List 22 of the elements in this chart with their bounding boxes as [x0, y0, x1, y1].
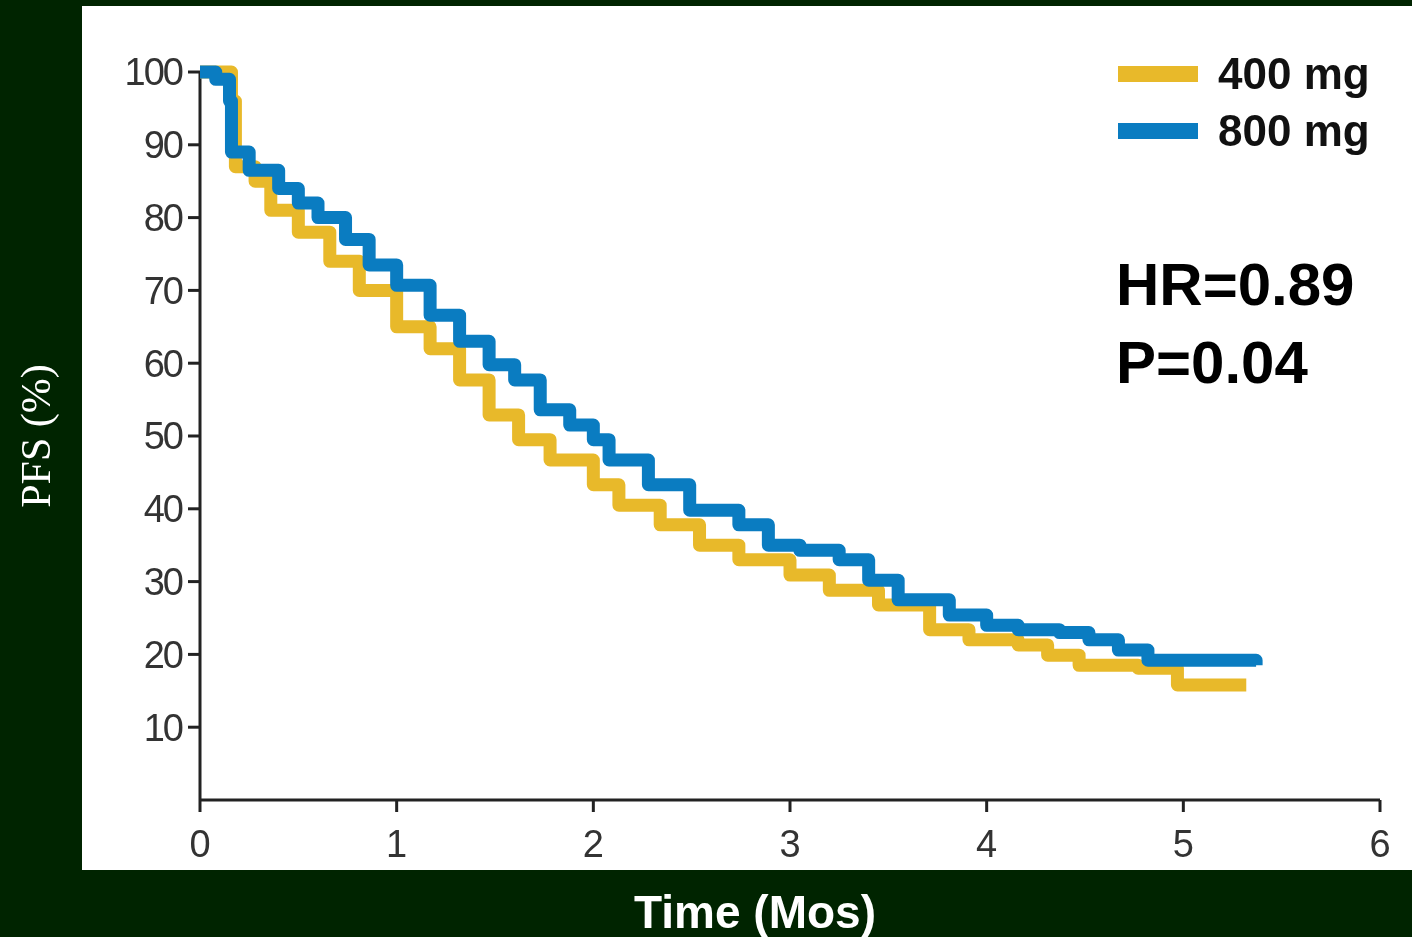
- legend-label: 800 mg: [1218, 106, 1370, 156]
- y-tick-label: 90: [143, 124, 183, 167]
- y-axis-title: PFS (%): [13, 364, 60, 508]
- y-tick-label: 100: [124, 51, 183, 94]
- y-tick-label: 80: [143, 196, 183, 239]
- y-tick-label: 10: [143, 706, 183, 749]
- x-tick-label: 5: [1172, 823, 1194, 865]
- y-tick-label: 50: [143, 415, 183, 458]
- x-tick-label: 3: [779, 823, 801, 865]
- y-tick-label: 40: [143, 488, 183, 531]
- annotation: HR=0.89: [1116, 251, 1355, 318]
- y-tick-label: 60: [143, 342, 183, 385]
- x-tick-label: 2: [582, 823, 604, 865]
- x-tick-label: 1: [386, 823, 408, 865]
- y-tick-label: 30: [143, 560, 183, 603]
- y-tick-label: 70: [143, 269, 183, 312]
- annotation: P=0.04: [1116, 329, 1309, 396]
- y-tick-label: 20: [143, 633, 183, 676]
- x-tick-label: 6: [1369, 823, 1391, 865]
- legend-label: 400 mg: [1218, 49, 1370, 99]
- x-tick-label: 0: [189, 823, 211, 865]
- x-tick-label: 4: [976, 823, 998, 865]
